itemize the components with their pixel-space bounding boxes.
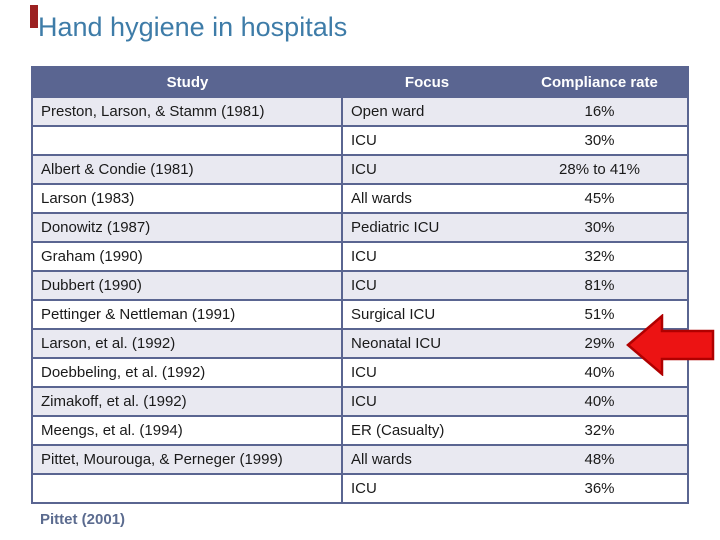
cell-rate: 36% (512, 473, 688, 504)
cell-focus: ICU (341, 270, 512, 301)
cell-rate: 48% (512, 444, 688, 475)
header-cell-compliance-rate: Compliance rate (512, 66, 688, 98)
cell-rate: 32% (512, 415, 688, 446)
table-row: ICU 36% (32, 473, 688, 504)
cell-study: Doebbeling, et al. (1992) (32, 357, 342, 388)
cell-focus: ICU (341, 357, 512, 388)
table-row: Meengs, et al. (1994) ER (Casualty) 32% (32, 415, 688, 446)
cell-rate: 30% (512, 125, 688, 156)
cell-rate: 81% (512, 270, 688, 301)
cell-study (32, 125, 342, 156)
table-row: Pettinger & Nettleman (1991) Surgical ICU… (32, 299, 688, 330)
cell-focus: Surgical ICU (341, 299, 512, 330)
header-cell-study: Study (32, 66, 342, 98)
citation-text: Pittet (2001) (40, 511, 126, 528)
cell-study: Preston, Larson, & Stamm (1981) (32, 96, 342, 127)
cell-focus: All wards (341, 183, 512, 214)
cell-study: Graham (1990) (32, 241, 342, 272)
cell-study (32, 473, 342, 504)
cell-focus: Pediatric ICU (341, 212, 512, 243)
cell-focus: ICU (341, 125, 512, 156)
table-row: Larson (1983) All wards 45% (32, 183, 688, 214)
header-cell-focus: Focus (342, 66, 512, 98)
table-row: Pittet, Mourouga, & Perneger (1999) All w… (32, 444, 688, 475)
cell-study: Meengs, et al. (1994) (32, 415, 342, 446)
table-row: Dubbert (1990) ICU 81% (32, 270, 688, 301)
study-table: Study Focus Compliance rate Preston, Lar… (31, 66, 689, 504)
table-row: Zimakoff, et al. (1992) ICU 40% (32, 386, 688, 417)
table-row: Donowitz (1987) Pediatric ICU 30% (32, 212, 688, 243)
red-arrow-annotation (626, 314, 715, 376)
cell-rate: 45% (512, 183, 688, 214)
cell-rate: 40% (512, 386, 688, 417)
table-row: Doebbeling, et al. (1992) ICU 40% (32, 357, 688, 388)
cell-rate: 28% to 41% (512, 154, 688, 185)
table-row: Albert & Condie (1981) ICU 28% to 41% (32, 154, 688, 185)
cell-focus: All wards (341, 444, 512, 475)
table-row: Preston, Larson, & Stamm (1981) Open ward… (32, 96, 688, 127)
cell-focus: Neonatal ICU (341, 328, 512, 359)
table-row: ICU 30% (32, 125, 688, 156)
cell-focus: Open ward (341, 96, 512, 127)
cell-rate: 16% (512, 96, 688, 127)
cell-study: Donowitz (1987) (32, 212, 342, 243)
cell-rate: 30% (512, 212, 688, 243)
table-row: Graham (1990) ICU 32% (32, 241, 688, 272)
cell-focus: ICU (341, 473, 512, 504)
cell-rate: 32% (512, 241, 688, 272)
cell-focus: ICU (341, 241, 512, 272)
cell-study: Larson (1983) (32, 183, 342, 214)
table-header-row: Study Focus Compliance rate (32, 66, 688, 98)
red-accent-bar (30, 5, 38, 28)
cell-study: Larson, et al. (1992) (32, 328, 342, 359)
slide-title: Hand hygiene in hospitals (38, 12, 348, 42)
cell-study: Pittet, Mourouga, & Perneger (1999) (32, 444, 342, 475)
cell-study: Dubbert (1990) (32, 270, 342, 301)
cell-study: Albert & Condie (1981) (32, 154, 342, 185)
cell-study: Pettinger & Nettleman (1991) (32, 299, 342, 330)
cell-focus: ER (Casualty) (341, 415, 512, 446)
cell-focus: ICU (341, 154, 512, 185)
cell-focus: ICU (341, 386, 512, 417)
table-row: Larson, et al. (1992) Neonatal ICU 29% (32, 328, 688, 359)
cell-study: Zimakoff, et al. (1992) (32, 386, 342, 417)
